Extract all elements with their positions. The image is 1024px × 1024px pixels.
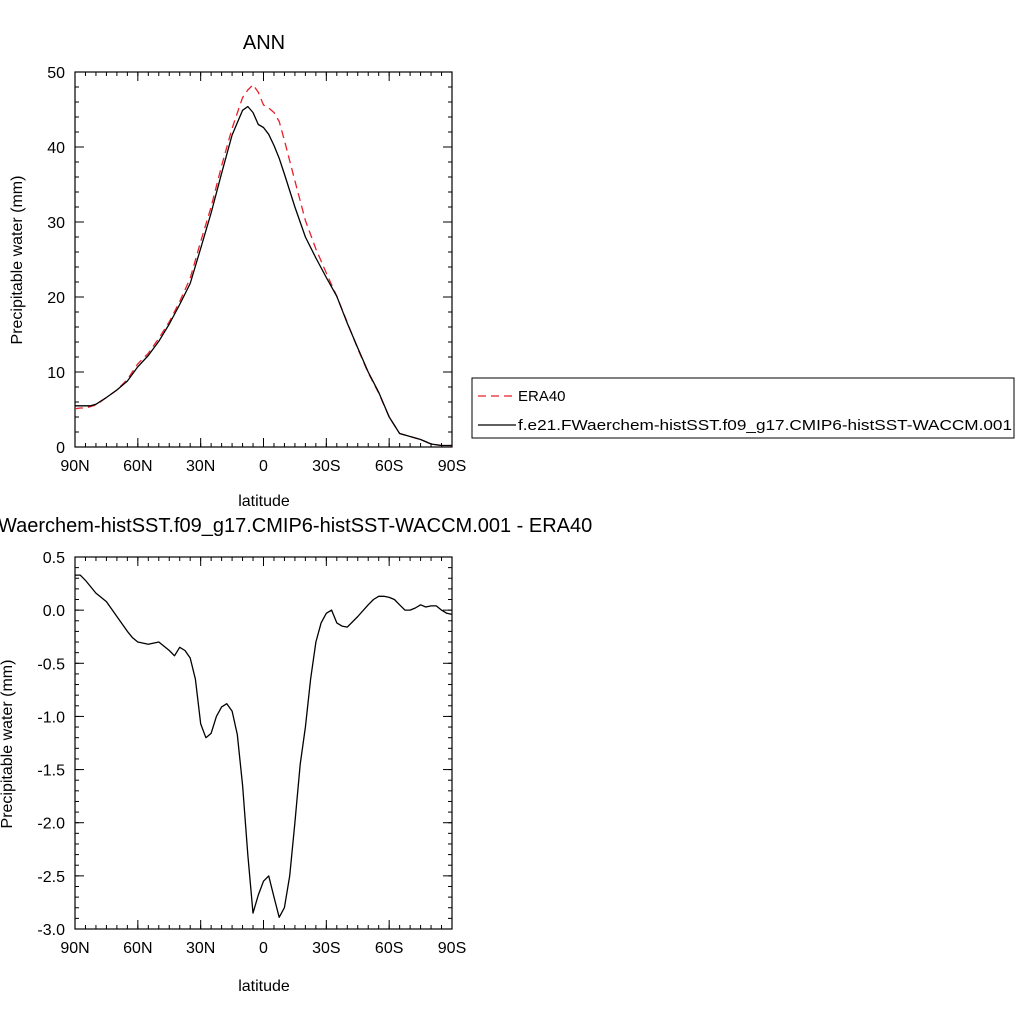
top-y-tick-label: 40 — [47, 140, 65, 157]
bottom-x-tick-label: 90S — [438, 940, 466, 957]
bottom-x-tick-label: 0 — [259, 940, 268, 957]
top-y-tick-label: 10 — [47, 365, 65, 382]
legend: ERA40 f.e21.FWaerchem-histSST.f09_g17.CM… — [471, 377, 1015, 439]
bottom-x-tick-label: 60S — [375, 940, 403, 957]
top-x-tick-label: 30N — [186, 458, 215, 475]
bottom-y-tick-label: -2.5 — [37, 869, 65, 886]
top-x-tick-label: 60N — [123, 458, 152, 475]
top-series-era40-line — [74, 84, 452, 447]
bottom-y-tick-label: 0.5 — [43, 550, 65, 567]
top-chart-ylabel: Precipitable water (mm) — [9, 176, 26, 345]
bottom-plot-frame — [74, 556, 453, 930]
top-y-tick-label: 0 — [56, 440, 65, 457]
top-chart-title: ANN — [243, 32, 285, 54]
top-x-tick-label: 60S — [375, 458, 403, 475]
top-series-model-line — [75, 105, 452, 447]
bottom-chart-ylabel: Precipitable water (mm) — [0, 660, 16, 829]
top-chart-xlabel: latitude — [238, 493, 290, 510]
top-y-tick-label: 50 — [47, 65, 65, 82]
top-x-tick-label: 90S — [438, 458, 466, 475]
legend-entry-era40: ERA40 — [518, 388, 566, 405]
bottom-x-tick-label: 30S — [312, 940, 340, 957]
top-y-tick-label: 30 — [47, 215, 65, 232]
bottom-x-tick-label: 90N — [60, 940, 89, 957]
top-x-tick-label: 30S — [312, 458, 340, 475]
legend-entry-model: f.e21.FWaerchem-histSST.f09_g17.CMIP6-hi… — [518, 417, 1012, 434]
top-chart: ANN latitude Precipitable water (mm) 90N… — [9, 32, 466, 510]
bottom-chart: f.e21.FWaerchem-histSST.f09_g17.CMIP6-hi… — [0, 515, 592, 995]
bottom-chart-title: f.e21.FWaerchem-histSST.f09_g17.CMIP6-hi… — [0, 515, 592, 537]
bottom-y-tick-label: -3.0 — [37, 922, 65, 939]
legend-box — [471, 377, 1015, 439]
bottom-y-tick-label: -1.0 — [37, 709, 65, 726]
bottom-x-tick-label: 30N — [186, 940, 215, 957]
bottom-series-difference-line — [75, 574, 453, 918]
bottom-y-tick-label: -0.5 — [37, 656, 65, 673]
top-y-tick-label: 20 — [47, 290, 65, 307]
bottom-y-tick-label: 0.0 — [43, 603, 65, 620]
top-x-tick-label: 0 — [259, 458, 268, 475]
bottom-y-tick-label: -1.5 — [37, 763, 65, 780]
bottom-x-tick-label: 60N — [123, 940, 152, 957]
bottom-y-tick-label: -2.0 — [37, 816, 65, 833]
bottom-chart-xlabel: latitude — [238, 978, 290, 995]
top-x-tick-label: 90N — [60, 458, 89, 475]
